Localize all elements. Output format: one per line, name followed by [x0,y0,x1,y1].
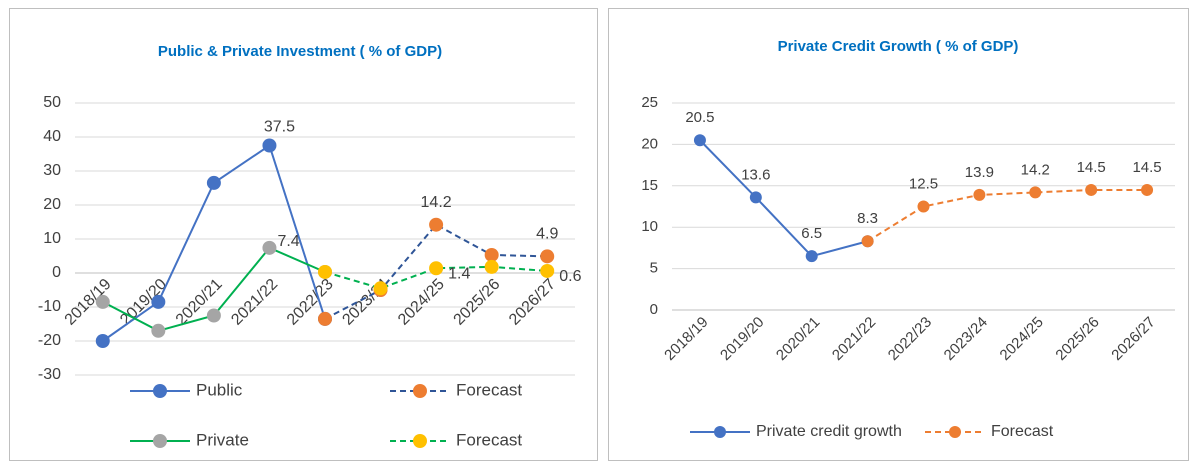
data-label: 37.5 [264,119,295,136]
y-tick-label: -30 [38,366,61,383]
legend-label: Public [196,380,243,399]
data-label: 14.5 [1077,159,1106,176]
series-line [699,139,868,258]
data-point [95,334,110,348]
y-tick-label: -20 [38,332,61,349]
y-tick-label: 20 [43,196,61,213]
legend-marker [949,426,961,438]
data-point [1029,186,1042,199]
data-label: 14.5 [1132,159,1161,176]
data-point [917,200,930,213]
y-tick-label: 10 [43,230,61,247]
legend-label: Forecast [456,380,522,399]
data-point [540,263,555,278]
data-label: 1.4 [448,265,470,282]
legend-label: Forecast [991,423,1054,440]
data-point [861,235,874,248]
data-point [206,308,221,323]
chart-title: Public & Private Investment ( % of GDP) [158,43,442,60]
series-line [324,265,548,290]
data-point [693,134,706,147]
data-point [262,240,277,255]
y-tick-label: 15 [641,177,658,194]
data-point [318,311,332,326]
data-label: 14.2 [1021,161,1050,178]
y-tick-label: 5 [650,260,658,277]
data-label: 8.3 [857,210,878,227]
legend-marker [413,434,427,448]
data-point [95,294,110,309]
y-tick-label: 30 [43,162,61,179]
legend-marker [153,384,167,398]
legend-marker [153,434,167,448]
data-point [484,247,499,262]
data-point [484,259,499,274]
y-tick-label: 20 [641,135,658,152]
legend-label: Private credit growth [756,423,902,440]
data-label: 4.9 [536,226,558,243]
data-point [206,175,221,190]
data-point [373,281,388,296]
data-point [1141,183,1154,196]
y-tick-label: 0 [52,264,61,281]
data-point [540,249,555,264]
y-tick-label: 40 [43,128,61,145]
data-label: 0.6 [559,268,581,285]
data-point [749,191,762,204]
y-tick-label: 25 [641,94,658,111]
data-point [429,261,444,276]
data-point [318,264,332,279]
data-label: 13.6 [741,166,770,183]
data-point [151,294,166,309]
data-point [973,188,986,201]
series-line [324,223,548,320]
legend-label: Private [196,430,249,449]
data-point [1085,183,1098,196]
data-point [429,217,444,232]
data-label: 14.2 [421,194,452,211]
y-tick-label: 0 [650,301,658,318]
y-tick-label: 50 [43,94,61,111]
data-label: 6.5 [801,225,822,242]
data-label: 20.5 [685,109,714,126]
legend-marker [413,384,427,398]
chart-title: Private Credit Growth ( % of GDP) [778,38,1019,55]
legend-marker [714,426,726,438]
data-point [805,250,818,263]
data-label: 13.9 [965,164,994,181]
y-tick-label: 10 [641,218,658,235]
data-point [151,323,166,338]
data-point [262,138,277,153]
data-label: 12.5 [909,175,938,192]
data-label: 7.4 [277,233,299,250]
legend-label: Forecast [456,430,522,449]
series-line [867,188,1148,243]
y-tick-label: -10 [38,298,61,315]
